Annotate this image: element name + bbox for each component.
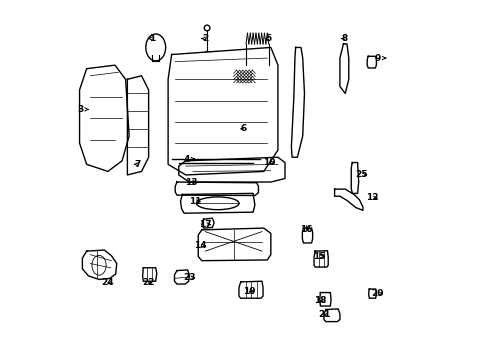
Text: 23: 23 xyxy=(183,273,196,282)
Text: 19: 19 xyxy=(243,287,256,296)
Text: 2: 2 xyxy=(201,34,208,43)
Text: 18: 18 xyxy=(314,296,326,305)
Text: 3: 3 xyxy=(77,105,83,114)
Text: 15: 15 xyxy=(312,252,324,261)
Text: 12: 12 xyxy=(365,193,378,202)
Text: 11: 11 xyxy=(188,197,201,206)
Text: 22: 22 xyxy=(142,278,155,287)
Text: 17: 17 xyxy=(199,220,212,229)
Text: 6: 6 xyxy=(241,124,246,134)
Text: 1: 1 xyxy=(149,34,155,43)
Text: 14: 14 xyxy=(194,241,206,250)
Text: 25: 25 xyxy=(354,170,367,180)
Text: 21: 21 xyxy=(317,310,330,320)
Text: 13: 13 xyxy=(185,177,197,187)
Text: 5: 5 xyxy=(265,34,272,43)
Text: 10: 10 xyxy=(262,158,275,167)
Text: 8: 8 xyxy=(341,34,348,43)
Text: 7: 7 xyxy=(134,160,140,169)
Text: 20: 20 xyxy=(370,289,383,298)
Text: 16: 16 xyxy=(300,225,312,234)
Text: 4: 4 xyxy=(183,155,189,164)
Text: 24: 24 xyxy=(102,278,114,287)
Text: 9: 9 xyxy=(374,54,380,62)
